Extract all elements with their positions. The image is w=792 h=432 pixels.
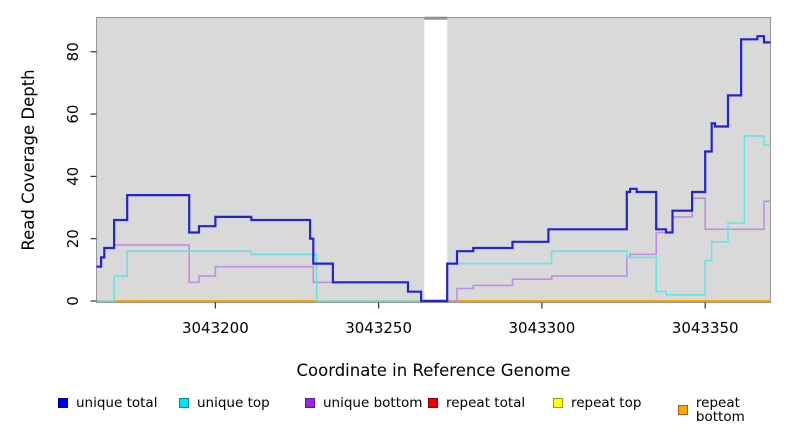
x-axis-tick-label: 3043350 bbox=[672, 319, 739, 337]
masked-region-top-bar bbox=[424, 16, 448, 20]
y-axis-tick-label: 80 bbox=[64, 42, 82, 61]
x-axis-tick-label: 3043250 bbox=[345, 319, 412, 337]
y-axis-title: Read Coverage Depth bbox=[19, 69, 38, 250]
x-axis-title: Coordinate in Reference Genome bbox=[296, 361, 570, 380]
series-unique-total bbox=[96, 35, 771, 303]
masked-region bbox=[424, 19, 448, 299]
y-axis-tick-label: 40 bbox=[64, 167, 82, 186]
series-unique-top bbox=[96, 135, 771, 302]
y-axis-tick-label: 20 bbox=[64, 229, 82, 248]
x-axis-tick-label: 3043200 bbox=[182, 319, 249, 337]
series-unique-bottom bbox=[96, 197, 771, 302]
y-axis-tick-label: 0 bbox=[64, 296, 82, 306]
x-axis-tick-label: 3043300 bbox=[509, 319, 576, 337]
y-axis-tick-label: 60 bbox=[64, 105, 82, 124]
